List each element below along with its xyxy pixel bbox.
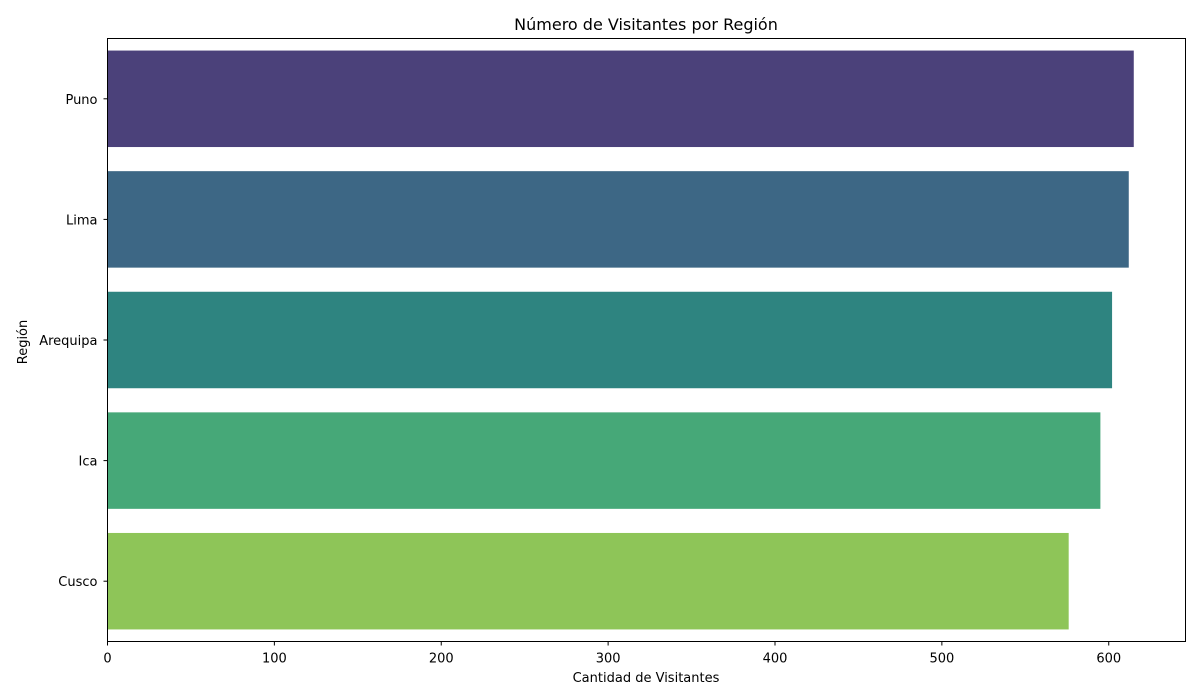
y-tick-label: Ica (79, 455, 98, 470)
plot-frame (107, 38, 1186, 642)
y-axis-label: Región (16, 320, 31, 365)
bars-group (107, 50, 1134, 630)
x-tick-label: 400 (763, 652, 788, 667)
bar-puno (107, 50, 1134, 148)
x-tick-label: 100 (262, 652, 287, 667)
chart-title: Número de Visitantes por Región (514, 15, 778, 34)
x-tick-label: 200 (429, 652, 454, 667)
bar-ica (107, 412, 1101, 509)
x-tick-label: 600 (1096, 652, 1121, 667)
x-ticks-group: 0 100 200 300 400 500 600 (103, 641, 1121, 667)
y-tick-label: Arequipa (39, 334, 97, 349)
x-tick-label: 0 (103, 652, 111, 667)
x-tick-label: 300 (596, 652, 621, 667)
bar-cusco (107, 532, 1069, 630)
x-axis-label: Cantidad de Visitantes (573, 671, 720, 686)
y-tick-label: Lima (66, 213, 97, 228)
bar-arequipa (107, 291, 1113, 389)
bar-lima (107, 171, 1129, 268)
y-tick-label: Cusco (58, 575, 97, 590)
y-ticks-group: Puno Lima Arequipa Ica Cusco (39, 93, 108, 590)
x-tick-label: 500 (929, 652, 954, 667)
y-tick-label: Puno (65, 93, 97, 108)
